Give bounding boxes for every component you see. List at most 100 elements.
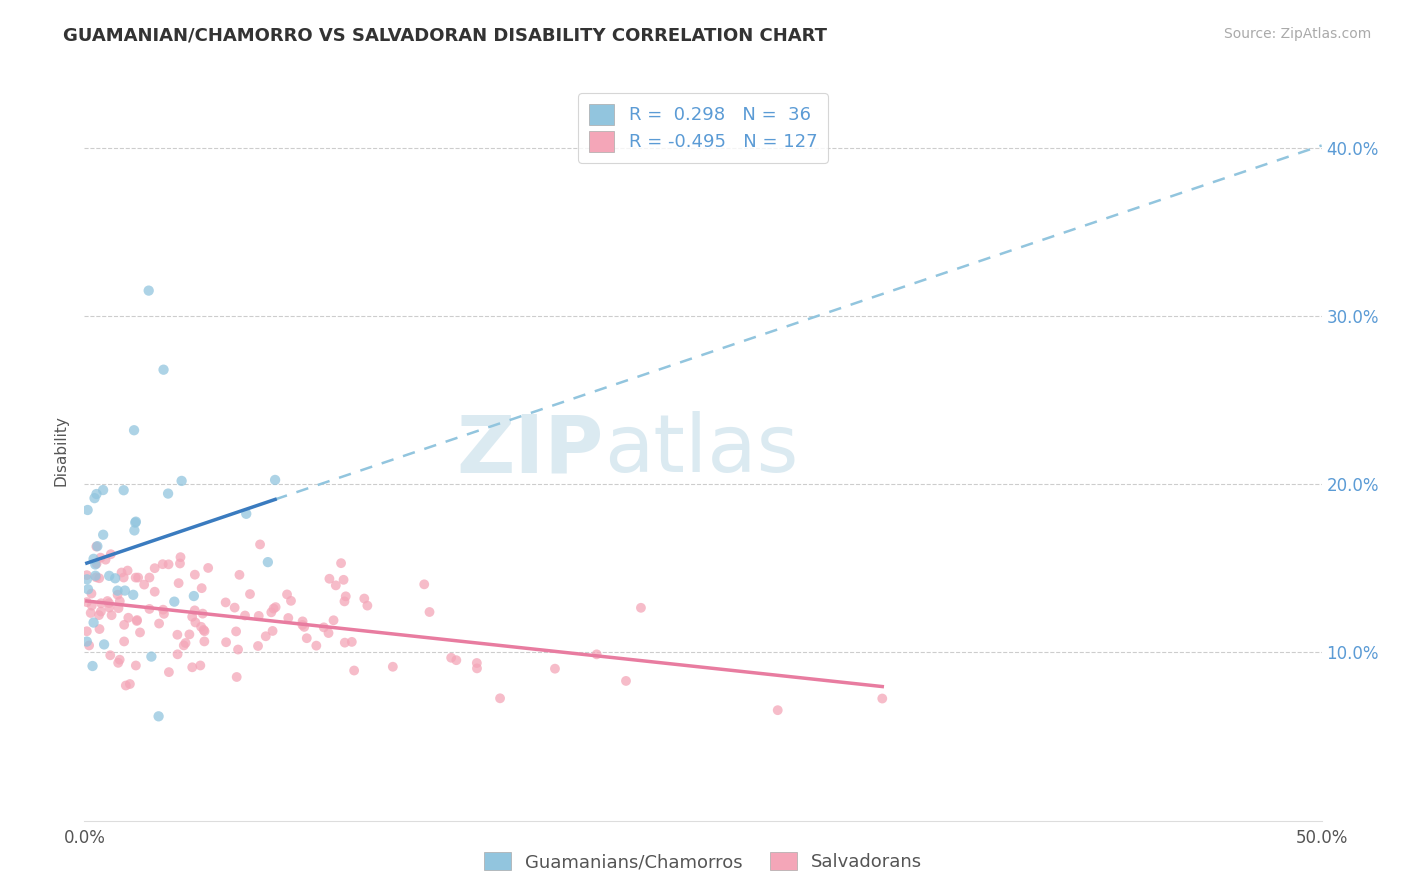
Point	[318, 572, 340, 586]
Point	[233, 608, 256, 623]
Point	[193, 623, 215, 637]
Point	[138, 602, 160, 616]
Point	[166, 648, 188, 662]
Point	[143, 584, 166, 599]
Point	[110, 566, 132, 580]
Point	[418, 605, 440, 619]
Point	[112, 570, 135, 584]
Point	[138, 284, 160, 298]
Point	[90, 596, 112, 610]
Point	[340, 635, 363, 649]
Point	[134, 577, 156, 591]
Point	[356, 599, 378, 613]
Point	[148, 616, 170, 631]
Point	[247, 608, 270, 623]
Point	[83, 552, 105, 566]
Point	[89, 571, 111, 585]
Point	[91, 527, 114, 541]
Point	[465, 661, 488, 675]
Point	[322, 613, 344, 627]
Point	[107, 656, 129, 670]
Text: ZIP: ZIP	[457, 411, 605, 490]
Point	[157, 665, 180, 680]
Text: GUAMANIAN/CHAMORRO VS SALVADORAN DISABILITY CORRELATION CHART: GUAMANIAN/CHAMORRO VS SALVADORAN DISABIL…	[63, 27, 827, 45]
Point	[262, 624, 284, 638]
Point	[183, 589, 205, 603]
Point	[280, 594, 302, 608]
Point	[257, 555, 280, 569]
Point	[224, 600, 246, 615]
Point	[87, 608, 110, 623]
Point	[630, 600, 652, 615]
Point	[98, 596, 121, 610]
Point	[166, 628, 188, 642]
Point	[544, 662, 567, 676]
Text: atlas: atlas	[605, 411, 799, 490]
Point	[276, 587, 298, 601]
Point	[184, 615, 207, 630]
Point	[585, 648, 607, 662]
Point	[76, 568, 98, 582]
Point	[167, 576, 190, 591]
Point	[129, 625, 152, 640]
Point	[766, 703, 789, 717]
Point	[114, 583, 136, 598]
Point	[446, 653, 468, 667]
Point	[107, 583, 129, 598]
Point	[98, 648, 121, 663]
Point	[247, 639, 270, 653]
Point	[122, 588, 145, 602]
Point	[107, 588, 129, 602]
Point	[191, 607, 214, 621]
Point	[112, 617, 135, 632]
Point	[264, 600, 287, 615]
Point	[440, 650, 463, 665]
Point	[125, 613, 148, 627]
Point	[117, 611, 139, 625]
Point	[84, 558, 107, 572]
Point	[112, 483, 135, 498]
Point	[152, 557, 174, 571]
Point	[225, 624, 247, 639]
Point	[183, 603, 205, 617]
Point	[93, 637, 115, 651]
Point	[118, 677, 141, 691]
Point	[76, 595, 98, 609]
Point	[226, 642, 249, 657]
Point	[122, 423, 145, 437]
Point	[181, 660, 204, 674]
Point	[291, 618, 314, 632]
Point	[90, 550, 112, 565]
Point	[80, 599, 103, 613]
Point	[77, 639, 100, 653]
Point	[153, 607, 176, 621]
Point	[254, 629, 277, 643]
Point	[263, 601, 285, 615]
Point	[125, 658, 148, 673]
Legend: Guamanians/Chamorros, Salvadorans: Guamanians/Chamorros, Salvadorans	[477, 845, 929, 879]
Point	[332, 573, 354, 587]
Point	[100, 547, 122, 561]
Point	[465, 656, 488, 670]
Point	[335, 590, 357, 604]
Point	[872, 691, 894, 706]
Text: Source: ZipAtlas.com: Source: ZipAtlas.com	[1223, 27, 1371, 41]
Point	[174, 636, 197, 650]
Point	[239, 587, 262, 601]
Point	[86, 539, 108, 553]
Point	[235, 507, 257, 521]
Point	[127, 571, 149, 585]
Point	[138, 571, 160, 585]
Point	[325, 578, 347, 592]
Point	[214, 595, 236, 609]
Point	[228, 567, 250, 582]
Point	[86, 557, 108, 571]
Point	[94, 552, 117, 566]
Point	[197, 561, 219, 575]
Point	[112, 634, 135, 648]
Point	[181, 609, 204, 624]
Point	[124, 524, 146, 538]
Point	[124, 516, 146, 530]
Point	[143, 561, 166, 575]
Point	[169, 557, 191, 571]
